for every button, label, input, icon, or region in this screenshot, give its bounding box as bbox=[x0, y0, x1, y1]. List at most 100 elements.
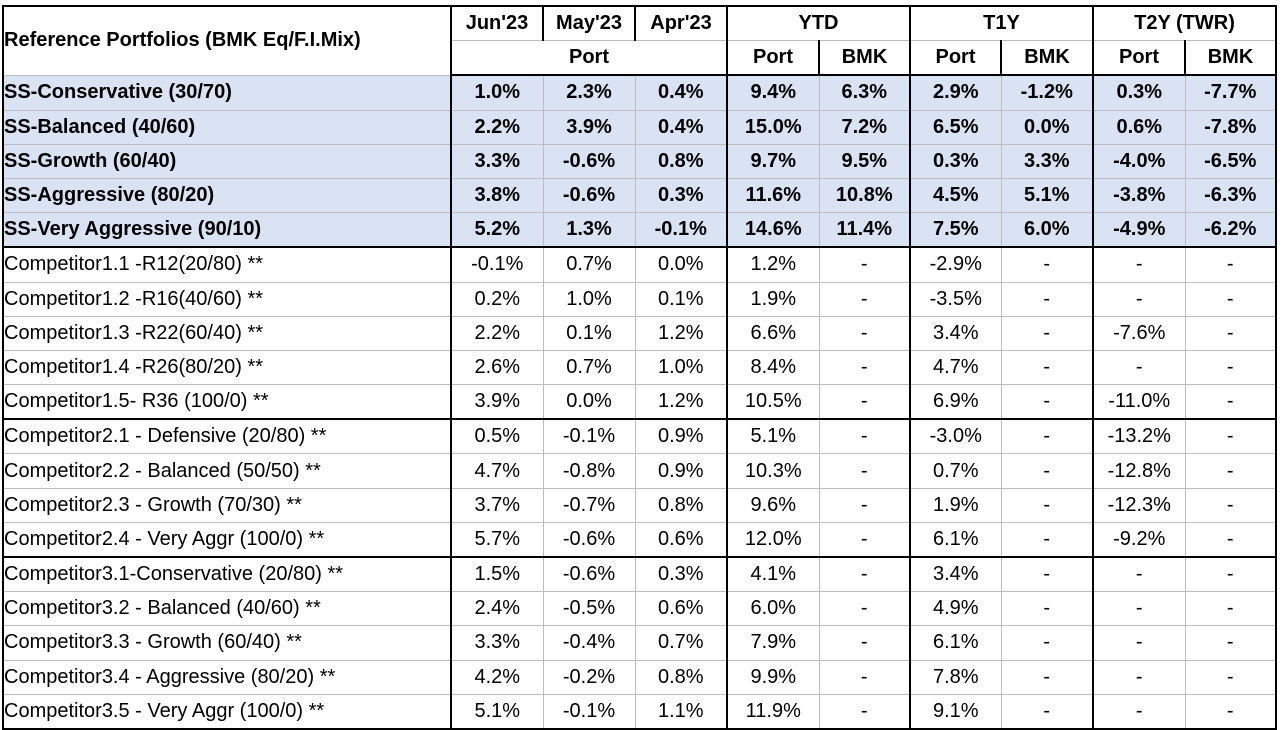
table-row: Competitor2.2 - Balanced (50/50) ** 4.7% -… bbox=[2, 453, 1277, 489]
subheader-ytd-port: Port bbox=[726, 40, 820, 77]
value-cell: 4.7% bbox=[450, 453, 544, 489]
value-cell: - bbox=[1184, 418, 1277, 455]
value-cell: 5.7% bbox=[450, 521, 544, 558]
table-row: Competitor2.1 - Defensive (20/80) ** 0.5%… bbox=[2, 418, 1277, 455]
value-cell: - bbox=[818, 521, 911, 558]
value-cell: -11.0% bbox=[1092, 384, 1186, 420]
table-row: Competitor3.4 - Aggressive (80/20) ** 4.2… bbox=[2, 659, 1277, 695]
value-cell: 0.2% bbox=[450, 281, 544, 317]
portfolio-name: Competitor2.2 - Balanced (50/50) ** bbox=[2, 453, 452, 489]
table-row: Competitor1.1 -R12(20/80) ** -0.1% 0.7% 0.0… bbox=[2, 246, 1277, 283]
value-cell: 14.6% bbox=[726, 212, 820, 249]
value-cell: 2.9% bbox=[909, 74, 1002, 111]
value-cell: 1.5% bbox=[450, 556, 544, 593]
subheader-t2y-port: Port bbox=[1092, 40, 1186, 77]
value-cell: - bbox=[818, 246, 911, 283]
value-cell: 5.1% bbox=[1000, 177, 1094, 214]
value-cell: - bbox=[1184, 246, 1277, 283]
value-cell: - bbox=[1000, 384, 1094, 420]
portfolio-name: Competitor3.4 - Aggressive (80/20) ** bbox=[2, 659, 452, 695]
value-cell: - bbox=[1092, 659, 1186, 695]
value-cell: 1.9% bbox=[726, 281, 820, 317]
value-cell: 2.3% bbox=[542, 74, 636, 111]
portfolio-name: Competitor3.3 - Growth (60/40) ** bbox=[2, 625, 452, 661]
value-cell: - bbox=[1184, 384, 1277, 420]
value-cell: 3.7% bbox=[450, 487, 544, 523]
value-cell: 0.3% bbox=[634, 177, 728, 214]
value-cell: 1.3% bbox=[542, 212, 636, 249]
table-title: Reference Portfolios (BMK Eq/F.I.Mix) bbox=[2, 5, 452, 76]
value-cell: - bbox=[818, 315, 911, 351]
value-cell: -0.6% bbox=[542, 556, 636, 593]
value-cell: 0.4% bbox=[634, 109, 728, 145]
portfolio-name: Competitor2.1 - Defensive (20/80) ** bbox=[2, 418, 452, 455]
value-cell: 9.1% bbox=[909, 693, 1002, 730]
subheader-t2y-bmk: BMK bbox=[1184, 40, 1277, 77]
value-cell: - bbox=[818, 556, 911, 593]
portfolio-name: Competitor1.4 -R26(80/20) ** bbox=[2, 349, 452, 386]
value-cell: -0.6% bbox=[542, 521, 636, 558]
value-cell: - bbox=[1000, 556, 1094, 593]
value-cell: -6.5% bbox=[1184, 143, 1277, 179]
value-cell: 6.1% bbox=[909, 521, 1002, 558]
value-cell: 0.6% bbox=[1092, 109, 1186, 145]
value-cell: - bbox=[1000, 349, 1094, 386]
value-cell: -0.4% bbox=[542, 625, 636, 661]
table-row: Competitor3.5 - Very Aggr (100/0) ** 5.1%… bbox=[2, 693, 1277, 730]
value-cell: - bbox=[1000, 246, 1094, 283]
value-cell: 0.6% bbox=[634, 521, 728, 558]
table-row: SS-Growth (60/40) 3.3% -0.6% 0.8% 9.7% 9.5% 0.… bbox=[2, 143, 1277, 179]
value-cell: 0.7% bbox=[542, 246, 636, 283]
value-cell: -0.6% bbox=[542, 143, 636, 179]
portfolio-name: Competitor1.2 -R16(40/60) ** bbox=[2, 281, 452, 317]
value-cell: - bbox=[1184, 693, 1277, 730]
value-cell: - bbox=[818, 591, 911, 627]
value-cell: - bbox=[1092, 281, 1186, 317]
table-row: Competitor3.2 - Balanced (40/60) ** 2.4% -… bbox=[2, 591, 1277, 627]
value-cell: -0.1% bbox=[450, 246, 544, 283]
table-row: Competitor1.2 -R16(40/60) ** 0.2% 1.0% 0.1%… bbox=[2, 281, 1277, 317]
value-cell: - bbox=[1184, 487, 1277, 523]
value-cell: 6.0% bbox=[1000, 212, 1094, 249]
value-cell: -6.2% bbox=[1184, 212, 1277, 249]
value-cell: 3.4% bbox=[909, 556, 1002, 593]
value-cell: 7.5% bbox=[909, 212, 1002, 249]
portfolio-name: Competitor3.5 - Very Aggr (100/0) ** bbox=[2, 693, 452, 730]
portfolio-name: SS-Conservative (30/70) bbox=[2, 74, 452, 111]
value-cell: 7.9% bbox=[726, 625, 820, 661]
portfolio-name: SS-Aggressive (80/20) bbox=[2, 177, 452, 214]
value-cell: -0.1% bbox=[542, 418, 636, 455]
value-cell: -4.9% bbox=[1092, 212, 1186, 249]
value-cell: -3.0% bbox=[909, 418, 1002, 455]
value-cell: 6.3% bbox=[818, 74, 911, 111]
value-cell: 3.3% bbox=[450, 143, 544, 179]
value-cell: - bbox=[1092, 556, 1186, 593]
table-row: Competitor2.3 - Growth (70/30) ** 3.7% -0.… bbox=[2, 487, 1277, 523]
value-cell: 9.5% bbox=[818, 143, 911, 179]
value-cell: 0.1% bbox=[634, 281, 728, 317]
value-cell: 4.1% bbox=[726, 556, 820, 593]
value-cell: 9.7% bbox=[726, 143, 820, 179]
value-cell: - bbox=[1000, 315, 1094, 351]
value-cell: - bbox=[1092, 349, 1186, 386]
value-cell: -0.8% bbox=[542, 453, 636, 489]
col-header-jun23: Jun'23 bbox=[450, 5, 544, 42]
value-cell: - bbox=[818, 693, 911, 730]
value-cell: 1.2% bbox=[634, 384, 728, 420]
table-row: Competitor3.3 - Growth (60/40) ** 3.3% -0.… bbox=[2, 625, 1277, 661]
value-cell: 0.7% bbox=[634, 625, 728, 661]
value-cell: 2.4% bbox=[450, 591, 544, 627]
table-row: SS-Very Aggressive (90/10) 5.2% 1.3% -0.1% 1… bbox=[2, 212, 1277, 249]
value-cell: 2.6% bbox=[450, 349, 544, 386]
portfolio-name: Competitor1.1 -R12(20/80) ** bbox=[2, 246, 452, 283]
value-cell: - bbox=[1184, 453, 1277, 489]
value-cell: - bbox=[1184, 625, 1277, 661]
table-row: Competitor1.5- R36 (100/0) ** 3.9% 0.0% 1.2… bbox=[2, 384, 1277, 420]
group-header-t2y: T2Y (TWR) bbox=[1092, 5, 1277, 42]
value-cell: - bbox=[1092, 625, 1186, 661]
value-cell: 8.4% bbox=[726, 349, 820, 386]
value-cell: -0.6% bbox=[542, 177, 636, 214]
table-row: Competitor1.3 -R22(60/40) ** 2.2% 0.1% 1.2%… bbox=[2, 315, 1277, 351]
value-cell: 11.9% bbox=[726, 693, 820, 730]
value-cell: -6.3% bbox=[1184, 177, 1277, 214]
